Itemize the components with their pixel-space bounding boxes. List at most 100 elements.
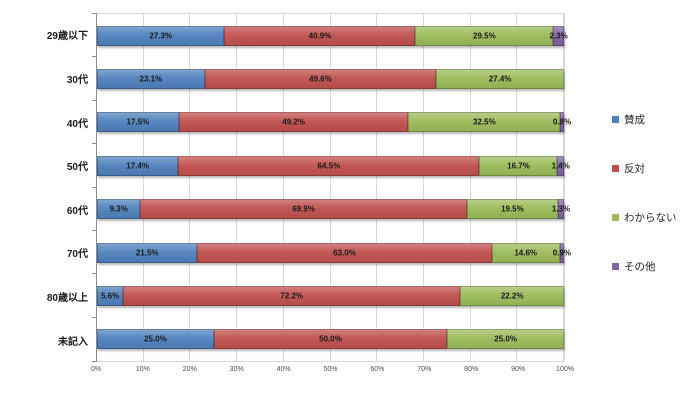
bar-segment: 2.3% [549,25,568,46]
bar-segment-label: 1.3% [551,204,571,214]
gridline [189,14,191,361]
bar-segment: 17.5% [97,112,179,133]
bar-segment: 25.0% [97,329,214,350]
stacked-bar: 21.5% 63.0% 14.6% 0.9% [97,242,571,263]
legend: 賛成 反対 わからない その他 [612,112,677,274]
bar-segment-label: 69.9% [292,204,315,214]
bar-segment-label: 25.0% [144,334,167,344]
bar-segment-label: 63.0% [333,248,356,258]
bar-segment: 49.6% [204,69,437,90]
bar-segment-label: 19.5% [501,204,524,214]
bar-row: 9.3% 69.9% 19.5% 1.3% [97,188,570,231]
bar-segment-label: 0.9% [552,248,572,258]
gridline [329,14,331,361]
category-axis-tick [92,143,97,145]
bar-segment-label: 23.1% [139,74,163,84]
gridline [142,14,144,361]
legend-swatch-icon [612,263,619,271]
x-axis-tick-label: 0% [90,366,102,373]
legend-label: その他 [624,261,656,274]
x-axis-tick-label: 60% [370,366,385,373]
bar-segment-label: 2.3% [549,31,568,41]
stacked-bar: 5.6% 72.2% 22.2% [97,285,564,306]
bar-segment-label: 22.2% [500,291,524,301]
category-axis-tick [92,273,97,275]
bar-segment-label: 0.8% [553,117,572,127]
bar-segment: 23.1% [97,69,205,90]
category-label: 80歳以上 [46,293,88,305]
category-axis-tick [92,13,97,14]
bar-segment: 1.3% [552,199,570,220]
bar-segment-label: 29.5% [473,31,496,41]
bar-segment: 64.5% [178,155,480,176]
stacked-bar: 17.4% 64.5% 16.7% 1.4% [97,155,570,176]
category-label: 29歳以下 [46,31,88,43]
bar-segment-label: 25.0% [494,334,517,344]
legend-item: 反対 [612,161,677,175]
bar-segment: 1.4% [552,155,570,176]
stacked-bar: 23.1% 49.6% 27.4% [97,69,564,90]
bar-row: 17.4% 64.5% 16.7% 1.4% [97,144,570,187]
bar-segment-label: 50.0% [319,334,342,344]
bar-segment: 69.9% [140,199,467,220]
bar-row: 21.5% 63.0% 14.6% 0.9% [97,231,571,274]
bar-segment-label: 40.9% [308,31,332,41]
category-label: 50代 [66,162,88,174]
category-axis-tick [92,186,97,188]
bar-segment-label: 49.2% [282,117,305,127]
x-axis-tick-label: 20% [182,366,197,373]
bar-segment: 16.7% [479,155,558,176]
bar-segment-label: 72.2% [280,291,304,301]
gridline [376,14,378,361]
bar-segment-label: 21.5% [135,248,159,258]
bar-row: 27.3% 40.9% 29.5% 2.3% [97,14,568,57]
bar-segment: 50.0% [213,329,448,350]
bar-segment: 9.3% [97,199,141,220]
x-axis-tick-label: 30% [229,366,244,373]
legend-item: 賛成 [612,112,677,126]
gridline [563,14,564,361]
bar-segment: 25.0% [447,329,564,350]
x-axis-tick-label: 40% [276,366,291,373]
bar-segment-label: 32.5% [473,117,496,127]
bar-segment-label: 16.7% [507,161,530,171]
x-axis-labels: 0% 10% 20% 30% 40% 50% 60% 70% 80% 90% 100% [91,366,574,378]
bar-segment: 27.3% [97,25,225,46]
bar-segment-label: 1.4% [551,161,570,171]
bar-segment-label: 49.6% [309,74,332,84]
bar-segment-label: 27.3% [149,31,173,41]
bar-segment: 21.5% [97,242,198,263]
gridline [469,14,471,361]
bar-segment: 29.5% [415,25,554,46]
stacked-bar: 17.5% 49.2% 32.5% 0.8% [97,112,571,133]
bar-row: 5.6% 72.2% 22.2% [97,274,564,317]
legend-label: 賛成 [624,113,645,126]
bar-segment: 14.6% [491,242,560,263]
bar-segment: 0.9% [553,242,571,263]
category-label: 70代 [66,249,88,261]
bar-segment-label: 64.5% [317,161,341,171]
bar-row: 17.5% 49.2% 32.5% 0.8% [97,101,571,144]
gridline [236,14,238,361]
stacked-bar: 27.3% 40.9% 29.5% 2.3% [97,25,568,46]
bar-segment: 32.5% [408,112,561,133]
category-label: 30代 [66,74,88,86]
x-axis-tick-label: 80% [464,366,479,373]
bar-segment-label: 17.4% [126,161,149,171]
bar-row: 23.1% 49.6% 27.4% [97,57,564,100]
legend-item: その他 [612,260,677,274]
x-axis-tick-label: 50% [323,366,338,373]
bar-segment-label: 9.3% [109,204,128,214]
stacked-bar: 25.0% 50.0% 25.0% [97,329,564,350]
category-axis-labels: 29歳以下 30代 40代 50代 60代 70代 80歳以上 未記入 [0,13,88,362]
x-axis-tick-label: 70% [417,366,432,373]
bar-segment: 5.6% [97,285,124,306]
legend-swatch-icon [612,115,619,123]
bar-segment: 63.0% [197,242,492,263]
legend-swatch-icon [612,164,619,172]
bar-segment-label: 14.6% [514,248,538,258]
category-label: 未記入 [58,336,88,348]
category-label: 40代 [66,118,88,130]
category-axis-tick [92,316,97,318]
